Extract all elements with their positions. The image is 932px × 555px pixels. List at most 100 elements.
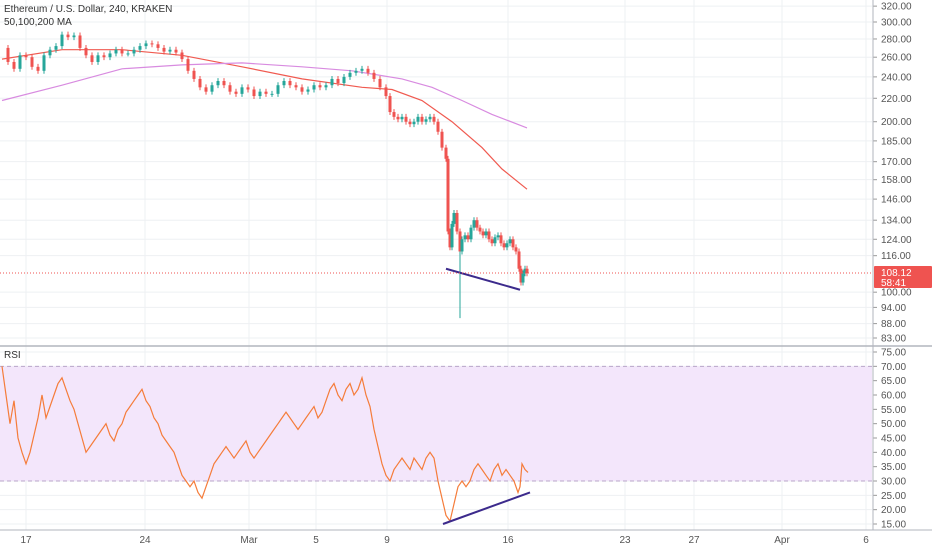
- candle-body: [48, 49, 52, 56]
- candle-body: [455, 212, 459, 232]
- candle-body: [484, 231, 488, 236]
- candle-body: [372, 72, 376, 79]
- candle-body: [496, 235, 500, 238]
- candle-body: [469, 227, 473, 240]
- candle-body: [150, 43, 154, 45]
- price-tick-label: 158.00: [881, 175, 912, 186]
- candle-body: [174, 49, 178, 53]
- candle-body: [420, 116, 424, 122]
- candle-body: [240, 87, 244, 94]
- price-tick-label: 124.00: [881, 235, 912, 246]
- rsi-tick-label: 75.00: [881, 348, 906, 359]
- rsi-tick-label: 55.00: [881, 405, 906, 416]
- rsi-tick-label: 25.00: [881, 491, 906, 502]
- price-tick-label: 220.00: [881, 94, 912, 105]
- candle-body: [396, 116, 400, 120]
- candle-body: [204, 87, 208, 92]
- candles: [6, 31, 529, 319]
- candle-body: [475, 220, 479, 228]
- candle-body: [24, 55, 28, 58]
- candle-body: [424, 119, 428, 122]
- candle-body: [306, 89, 310, 92]
- candle-body: [436, 121, 440, 132]
- candle-body: [404, 116, 408, 122]
- candle-body: [493, 237, 497, 244]
- time-tick-label: 23: [619, 535, 631, 546]
- price-trendline[interactable]: [445, 267, 521, 291]
- candle-body: [114, 49, 118, 54]
- candle-body: [144, 43, 148, 47]
- rsi-tick-label: 20.00: [881, 505, 906, 516]
- rsi-line: [1, 366, 529, 523]
- rsi-tick-label: 70.00: [881, 362, 906, 373]
- candle-body: [416, 116, 420, 122]
- candle-body: [186, 59, 190, 71]
- price-tick-label: 134.00: [881, 216, 912, 227]
- candle-body: [108, 53, 112, 58]
- candle-body: [192, 70, 196, 79]
- candle-body: [210, 85, 214, 92]
- candle-body: [440, 131, 444, 148]
- time-tick-label: 24: [139, 535, 151, 546]
- annotations: [442, 267, 531, 525]
- time-tick-label: 9: [384, 535, 390, 546]
- time-tick-label: 5: [313, 535, 319, 546]
- candle-body: [324, 85, 328, 88]
- candle-body: [42, 55, 46, 71]
- candle-body: [490, 239, 494, 244]
- candle-body: [384, 87, 388, 97]
- candle-body: [300, 87, 304, 92]
- rsi-trendline[interactable]: [442, 491, 531, 525]
- candle-body: [156, 44, 160, 48]
- candle-body: [198, 78, 202, 88]
- candle-body: [72, 35, 76, 38]
- candle-body: [460, 239, 464, 252]
- price-tick-label: 185.00: [881, 136, 912, 147]
- candle-body: [264, 91, 268, 94]
- candle-body: [408, 121, 412, 125]
- countdown-label: 58:41: [881, 278, 906, 289]
- candle-body: [162, 47, 166, 52]
- price-tick-label: 280.00: [881, 34, 912, 45]
- candle-body: [18, 55, 22, 69]
- candle-body: [270, 93, 274, 95]
- rsi-tick-label: 60.00: [881, 391, 906, 402]
- candle-body: [517, 251, 521, 269]
- rsi-tick-label: 50.00: [881, 419, 906, 430]
- time-tick-label: 17: [20, 535, 32, 546]
- candle-body: [228, 85, 232, 92]
- candle-body: [6, 47, 10, 62]
- candle-body: [521, 273, 525, 283]
- candle-body: [132, 49, 136, 54]
- price-tick-label: 300.00: [881, 18, 912, 29]
- candle-body: [428, 116, 432, 120]
- candle-body: [168, 49, 172, 52]
- candle-body: [354, 70, 358, 73]
- candle-body: [84, 47, 88, 56]
- candle-body: [478, 227, 482, 232]
- candle-body: [66, 34, 70, 38]
- rsi-series: [1, 366, 529, 523]
- candle-body: [90, 55, 94, 62]
- candle-body: [102, 55, 106, 58]
- rsi-tick-label: 30.00: [881, 477, 906, 488]
- candle-body: [78, 35, 82, 48]
- candle-body: [282, 81, 286, 86]
- candle-body: [234, 91, 238, 94]
- candle-body: [400, 116, 404, 120]
- candle-body: [312, 85, 316, 90]
- indicator-label: 50,100,200 MA: [4, 17, 72, 28]
- candle-body: [499, 235, 503, 244]
- candle-body: [514, 247, 518, 252]
- candle-body: [120, 49, 124, 54]
- time-tick-label: Mar: [240, 535, 258, 546]
- chart-title: Ethereum / U.S. Dollar, 240, KRAKEN: [4, 4, 173, 15]
- candle-body: [258, 91, 262, 97]
- candle-body: [348, 72, 352, 77]
- rsi-band-fill: [0, 366, 872, 481]
- candle-body: [366, 68, 370, 73]
- candle-body: [318, 85, 322, 88]
- candle-body: [463, 235, 467, 240]
